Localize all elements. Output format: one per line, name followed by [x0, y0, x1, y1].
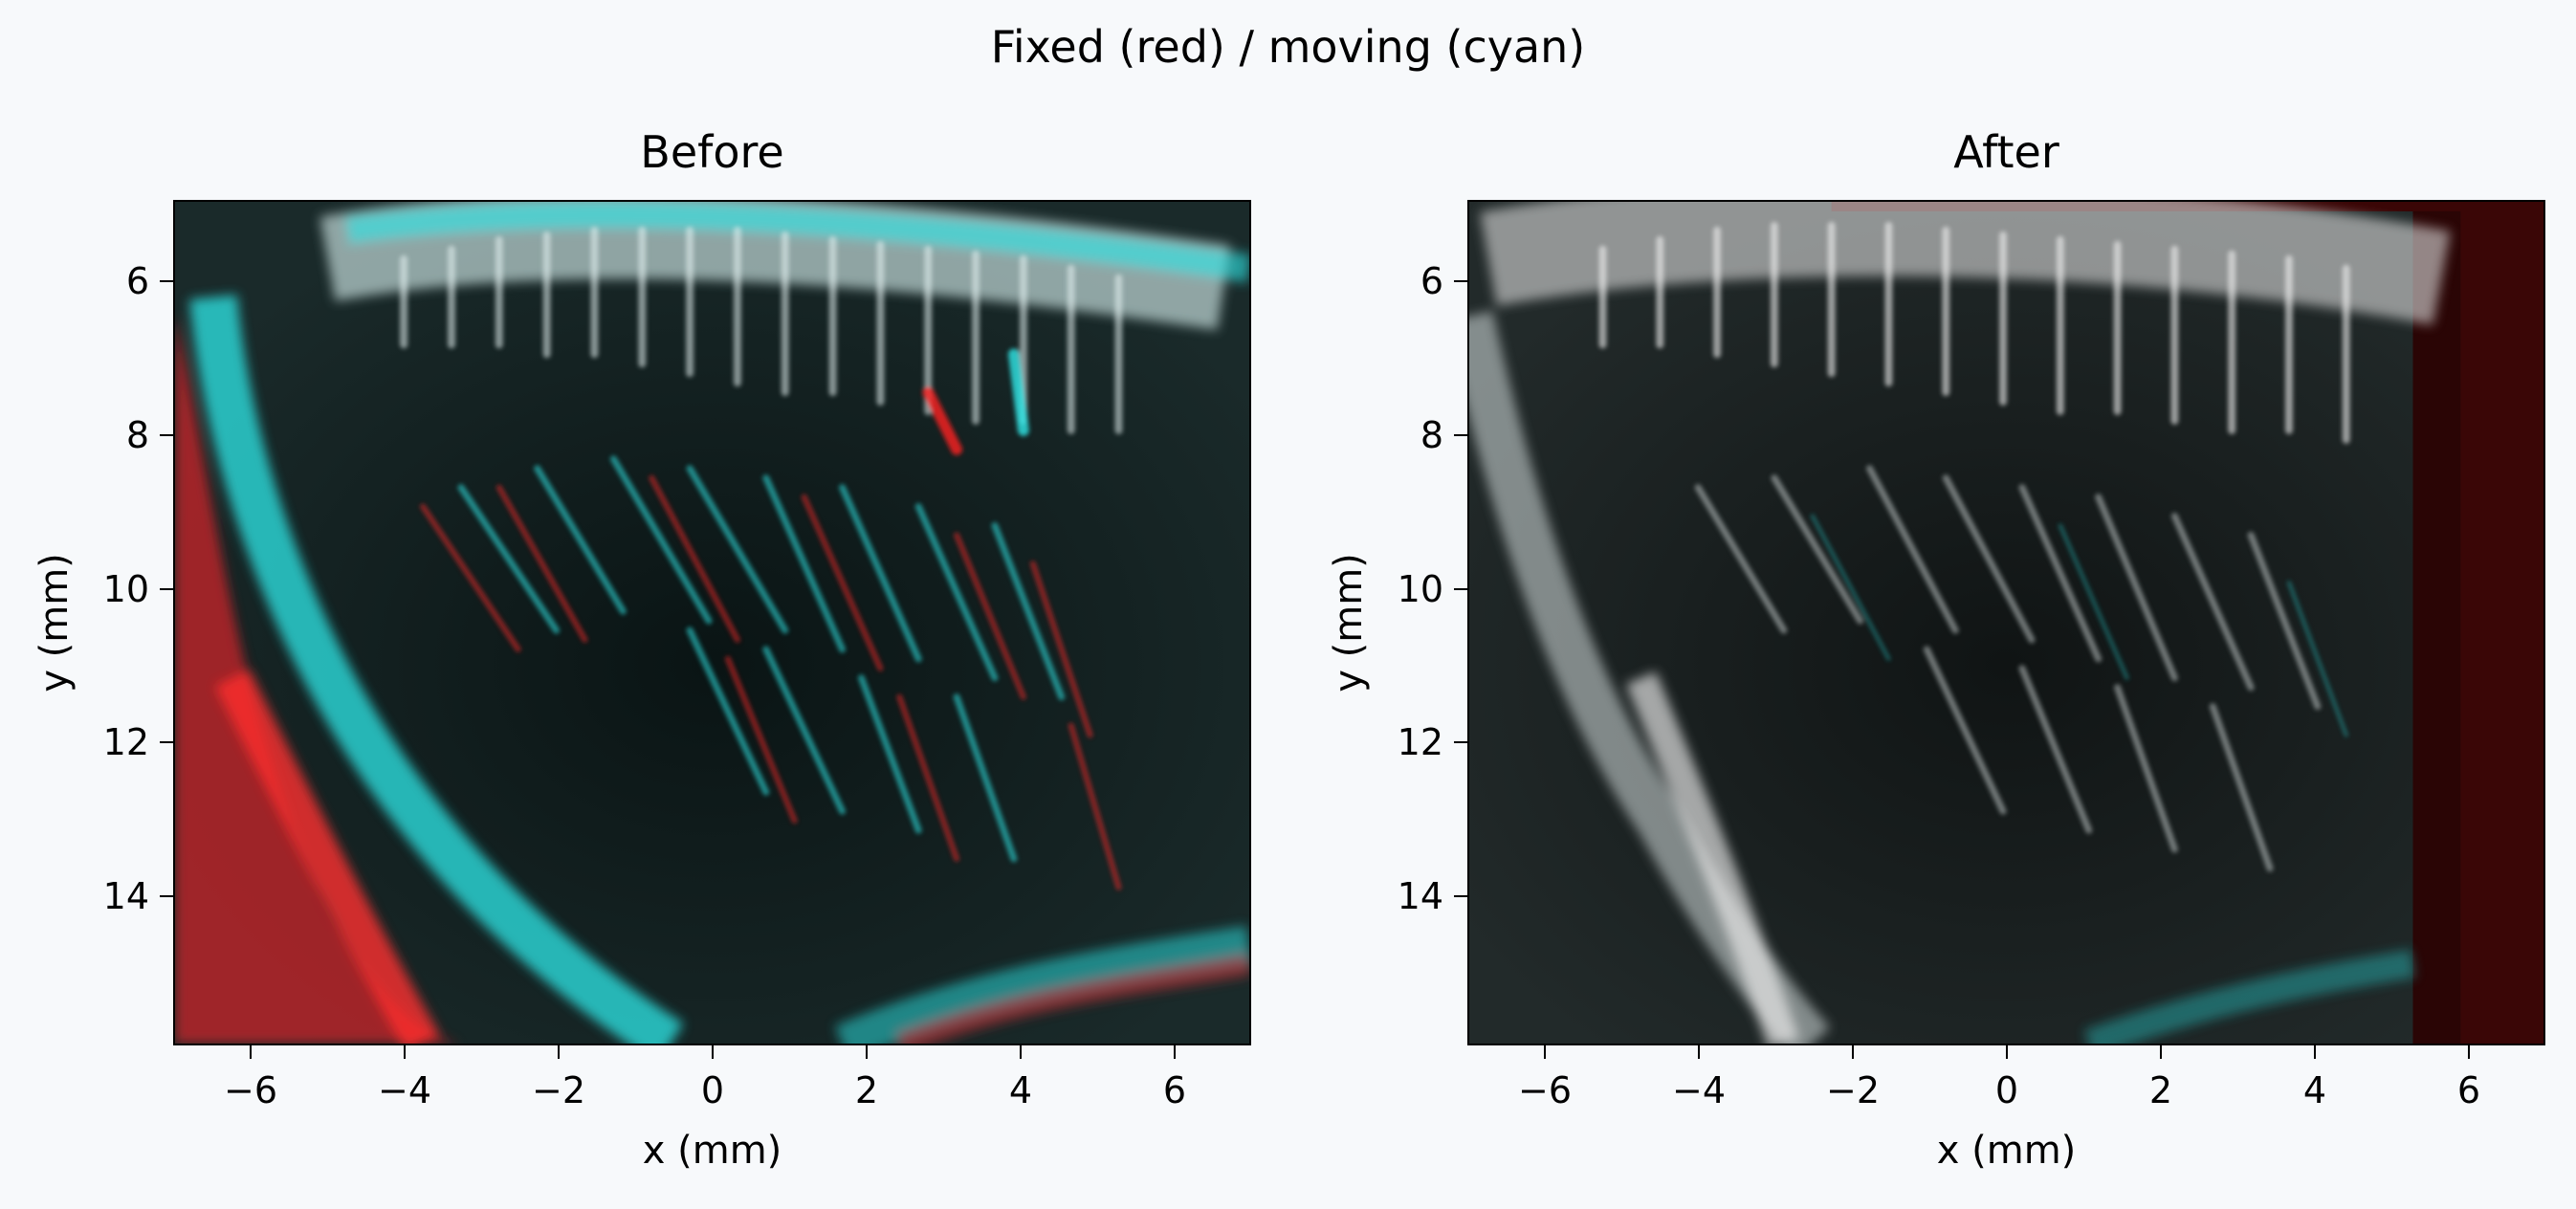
x-tick-label: 6 — [2456, 1069, 2481, 1111]
x-tick-label: −4 — [1671, 1069, 1727, 1111]
x-tick — [866, 1045, 868, 1059]
x-tick-label: 4 — [1008, 1069, 1033, 1111]
x-tick-label: −2 — [531, 1069, 586, 1111]
x-tick-label: −4 — [377, 1069, 432, 1111]
image-before — [173, 200, 1251, 1045]
x-tick — [2468, 1045, 2470, 1059]
x-tick — [250, 1045, 252, 1059]
x-tick — [1544, 1045, 1546, 1059]
y-tick — [160, 895, 173, 897]
overlay-image-before — [175, 202, 1249, 1044]
x-tick — [2006, 1045, 2008, 1059]
y-tick — [160, 741, 173, 743]
y-tick — [1454, 280, 1467, 282]
x-axis-label: x (mm) — [1936, 1129, 2077, 1173]
y-tick — [160, 434, 173, 436]
x-tick — [712, 1045, 714, 1059]
y-tick — [1454, 434, 1467, 436]
y-tick-label: 14 — [102, 875, 149, 917]
x-tick — [1698, 1045, 1700, 1059]
x-axis-label: x (mm) — [642, 1129, 782, 1173]
x-tick — [558, 1045, 560, 1059]
y-tick-label: 6 — [1420, 260, 1443, 302]
overlay-image-after — [1469, 202, 2543, 1044]
y-tick-label: 10 — [1397, 568, 1443, 610]
x-tick-label: −6 — [223, 1069, 278, 1111]
y-tick — [1454, 588, 1467, 590]
x-tick-label: 0 — [1994, 1069, 2019, 1111]
x-tick-label: 2 — [2148, 1069, 2173, 1111]
x-tick — [404, 1045, 406, 1059]
y-tick — [160, 588, 173, 590]
y-tick — [1454, 741, 1467, 743]
x-tick-label: −2 — [1825, 1069, 1881, 1111]
y-tick-label: 12 — [1397, 721, 1443, 763]
x-tick-label: 2 — [854, 1069, 879, 1111]
image-after — [1467, 200, 2545, 1045]
y-axis-label: y (mm) — [33, 553, 77, 692]
y-tick-label: 8 — [125, 414, 149, 456]
panel-title-after: After — [1953, 126, 2059, 178]
x-tick-label: 6 — [1162, 1069, 1187, 1111]
x-tick — [2160, 1045, 2162, 1059]
x-tick-label: 0 — [700, 1069, 725, 1111]
x-tick — [1852, 1045, 1854, 1059]
y-tick-label: 10 — [102, 568, 149, 610]
y-tick-label: 14 — [1397, 875, 1443, 917]
x-tick — [2314, 1045, 2316, 1059]
x-tick — [1174, 1045, 1176, 1059]
y-tick-label: 12 — [102, 721, 149, 763]
x-tick — [1020, 1045, 1022, 1059]
y-tick-label: 8 — [1420, 414, 1443, 456]
y-axis-label: y (mm) — [1327, 553, 1371, 692]
y-tick-label: 6 — [125, 260, 149, 302]
y-tick — [1454, 895, 1467, 897]
x-tick-label: 4 — [2302, 1069, 2327, 1111]
figure-title: Fixed (red) / moving (cyan) — [990, 21, 1586, 73]
panel-title-before: Before — [640, 126, 784, 178]
y-tick — [160, 280, 173, 282]
x-tick-label: −6 — [1517, 1069, 1573, 1111]
